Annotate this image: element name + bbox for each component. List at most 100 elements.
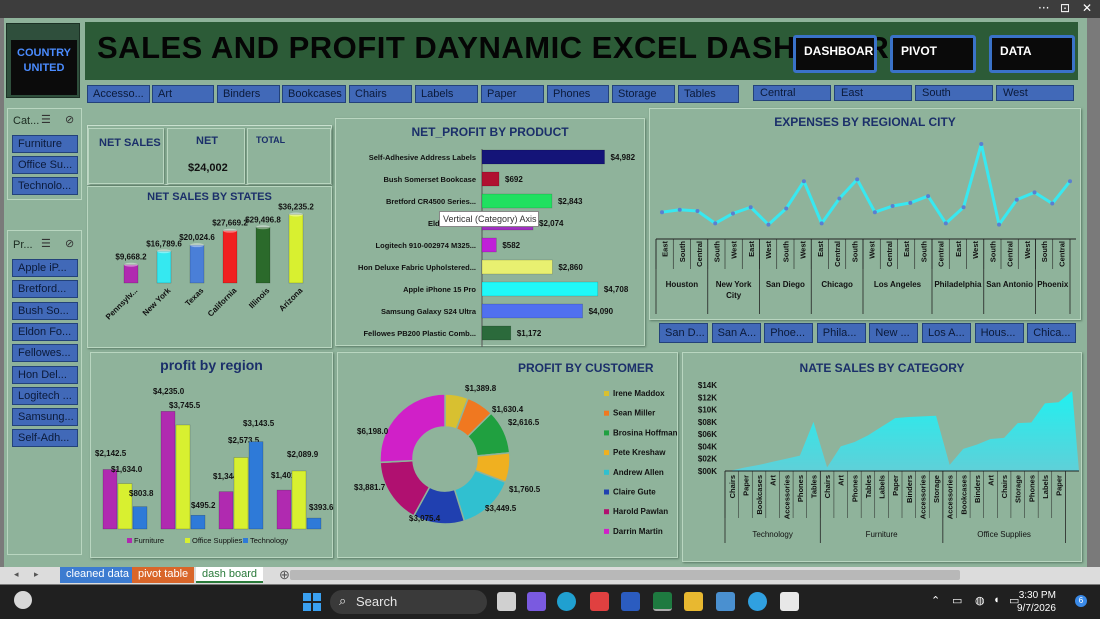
subcategory-slicer-item[interactable]: Art (152, 85, 214, 103)
dashboard-button[interactable]: DASHBOAR (793, 35, 877, 73)
more-icon[interactable]: ··· (1038, 1, 1050, 15)
word-icon[interactable] (621, 592, 640, 611)
multiselect-icon[interactable]: ☰ (41, 238, 51, 250)
data-label: $803.8 (129, 489, 154, 498)
product-slicer-item[interactable]: Samsung... (12, 408, 78, 427)
pivot-button[interactable]: PIVOT (890, 35, 976, 73)
legend-label: Andrew Allen (613, 468, 664, 477)
tick-label: Binders (973, 475, 982, 503)
product-slicer-item[interactable]: Apple iP... (12, 259, 78, 277)
bar (306, 517, 322, 530)
region-slicer-item[interactable]: South (915, 85, 993, 101)
city-slicer-item[interactable]: Hous... (974, 323, 1024, 343)
horizontal-scrollbar[interactable] (290, 570, 960, 580)
tray-app-icon[interactable]: ▭ (952, 595, 963, 607)
tick-label: Self-Adhesive Address Labels (369, 153, 476, 162)
bar (218, 491, 234, 530)
city-slicer-item[interactable]: Chica... (1027, 323, 1077, 343)
product-slicer-item[interactable]: Self-Adh... (12, 429, 78, 448)
tab-prev-icon[interactable]: ◂ (14, 569, 19, 579)
subcategory-slicer-item[interactable]: Chairs (349, 85, 412, 103)
city-slicer-item[interactable]: Phoe... (764, 323, 814, 343)
volume-icon[interactable]: ◖ (993, 594, 1000, 606)
product-slicer-item[interactable]: Hon Del... (12, 365, 78, 384)
tick-label: Samsung Galaxy S24 Ultra (381, 307, 477, 316)
product-slicer-item[interactable]: Bush So... (12, 301, 78, 320)
region-slicer-item[interactable]: West (996, 85, 1074, 101)
data-label: $16,789.6 (146, 239, 182, 248)
category-slicer-item[interactable]: Office Su... (12, 156, 78, 174)
network-icon[interactable]: ◍ (975, 595, 985, 607)
photos-icon[interactable] (716, 592, 735, 611)
tab-cleaned-data[interactable]: cleaned data (60, 567, 135, 583)
weather-icon[interactable] (14, 591, 32, 609)
excel-icon[interactable] (653, 592, 672, 611)
tick-label: Accessories (946, 475, 955, 519)
region-slicer-item[interactable]: East (834, 85, 912, 101)
battery-icon[interactable]: ▭ (1009, 595, 1020, 607)
subcategory-slicer-item[interactable]: Storage (612, 85, 675, 103)
subcategory-slicer-item[interactable]: Bookcases (282, 85, 346, 103)
subcategory-slicer-item[interactable]: Phones (547, 85, 609, 103)
clear-filter-icon[interactable]: ⊘ (65, 114, 75, 126)
subcategory-slicer-item[interactable]: Binders (217, 85, 280, 103)
teams-icon[interactable] (527, 592, 546, 611)
tick-label: West (730, 241, 739, 259)
app-icon[interactable] (748, 592, 767, 611)
data-label: $1,634.0 (111, 465, 143, 474)
city-slicer-item[interactable]: Los A... (922, 323, 971, 343)
start-icon[interactable] (303, 593, 321, 611)
edge-icon[interactable] (557, 592, 576, 611)
dashboard-title: SALES AND PROFIT DAYNAMIC EXCEL DASHBOAR… (97, 30, 913, 65)
clock-time: 3:30 PM (1018, 590, 1056, 601)
tray-chevron-icon[interactable]: ⌃ (931, 595, 941, 607)
product-slicer-item[interactable]: Fellowes... (12, 344, 78, 363)
product-slicer-item[interactable]: Bretford... (12, 280, 78, 299)
bar (175, 424, 191, 530)
subcategory-slicer-item[interactable]: Labels (415, 85, 478, 103)
clear-filter-icon[interactable]: ⊘ (65, 238, 75, 250)
data-label: $1,344.1 (213, 472, 245, 481)
tick-label: Chairs (728, 475, 737, 498)
tab-next-icon[interactable]: ▸ (34, 569, 39, 579)
group-label: Technology (752, 530, 792, 539)
tick-label: Logitech 910-002974 M325... (376, 241, 476, 250)
data-point (908, 200, 913, 205)
profit-by-customer-panel: PROFIT BY CUSTOMER $1,389.8 Irene Maddox $… (337, 352, 678, 558)
data-button[interactable]: DATA (989, 35, 1075, 73)
clock[interactable]: 3:30 PM 9/7/2026 (1017, 589, 1056, 615)
app2-icon[interactable] (780, 592, 799, 611)
tick-label: Storage (1014, 475, 1023, 503)
tab-dash-board[interactable]: dash board (196, 567, 264, 583)
legend-label: Pete Kreshaw (613, 448, 666, 457)
subcategory-slicer-item[interactable]: Paper (481, 85, 544, 103)
region-slicer-item[interactable]: Central (753, 85, 831, 101)
task-view-icon[interactable] (497, 592, 516, 611)
category-slicer-item[interactable]: Furniture (12, 135, 78, 153)
city-slicer-item[interactable]: New ... (869, 323, 919, 343)
product-slicer-item[interactable]: Eldon Fo... (12, 322, 78, 341)
net-profit-by-product-panel: NET_PROFIT BY PRODUCT Self-Adhesive Addr… (335, 118, 645, 347)
group-label: City (726, 291, 742, 300)
tick-label: South (712, 241, 721, 263)
tick-label: Tables (864, 475, 873, 498)
subcategory-slicer-item[interactable]: Tables (678, 85, 739, 103)
store-icon[interactable] (590, 592, 609, 611)
city-slicer-item[interactable]: San D... (659, 323, 708, 343)
tab-pivot-table[interactable]: pivot table (132, 567, 195, 583)
multiselect-icon[interactable]: ☰ (41, 114, 51, 126)
close-icon[interactable]: ✕ (1082, 1, 1093, 15)
notification-badge[interactable]: 6 (1075, 595, 1087, 607)
city-slicer-item[interactable]: Phila... (816, 323, 866, 343)
restore-icon[interactable]: ⊡ (1060, 1, 1071, 15)
product-slicer-item[interactable]: Logitech ... (12, 386, 78, 405)
data-point (713, 221, 718, 226)
file-explorer-icon[interactable] (684, 592, 703, 611)
tick-label: Paper (1055, 475, 1064, 496)
subcategory-slicer-item[interactable]: Accesso... (87, 85, 150, 103)
taskbar-search[interactable]: ⌕ Search (330, 590, 487, 614)
customer-chart: $1,389.8 Irene Maddox $1,630.4 Sean Miller $… (354, 384, 678, 536)
add-sheet-icon[interactable]: ⊕ (279, 567, 290, 582)
city-slicer-item[interactable]: San A... (711, 323, 761, 343)
category-slicer-item[interactable]: Technolo... (12, 177, 78, 195)
